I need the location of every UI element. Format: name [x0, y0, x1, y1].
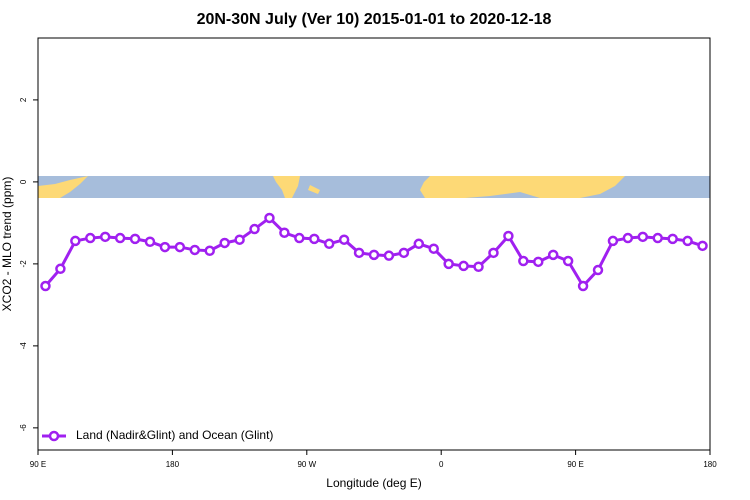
data-point — [264, 212, 275, 224]
data-point — [518, 255, 529, 267]
data-point — [488, 247, 499, 259]
y-tick-label: -2 — [19, 260, 28, 268]
data-point — [144, 236, 156, 247]
x-tick-label: 0 — [439, 460, 444, 469]
data-point — [637, 231, 649, 243]
data-point — [294, 232, 305, 244]
x-axis-label: Longitude (deg E) — [326, 476, 421, 490]
data-point — [204, 245, 215, 257]
data-point — [99, 231, 111, 243]
data-point — [667, 233, 678, 245]
data-point — [114, 232, 126, 244]
data-point — [383, 250, 395, 261]
data-point — [323, 238, 335, 250]
data-point — [40, 280, 51, 292]
data-point — [398, 247, 410, 259]
y-tick-label: -6 — [19, 424, 28, 432]
data-point — [85, 232, 96, 244]
x-tick-label: 90 E — [567, 460, 583, 469]
data-point — [652, 232, 663, 244]
data-point — [533, 256, 544, 268]
plot-frame — [37, 37, 711, 451]
data-point — [174, 241, 186, 253]
data-point — [443, 258, 454, 270]
x-tick-label: 180 — [703, 460, 717, 469]
data-point — [547, 249, 559, 261]
data-point — [622, 232, 634, 244]
data-point — [129, 233, 141, 245]
data-point — [55, 263, 66, 275]
data-point — [473, 261, 484, 273]
data-point — [249, 223, 260, 235]
data-point — [309, 233, 320, 245]
data-point — [607, 235, 619, 247]
data-point — [219, 237, 230, 249]
data-point — [682, 235, 693, 247]
data-point — [503, 230, 514, 242]
data-point — [562, 255, 574, 267]
x-tick-label: 90 W — [297, 460, 316, 469]
data-point — [70, 235, 81, 247]
x-tick-label: 90 E — [30, 460, 46, 469]
data-point — [592, 264, 604, 276]
data-point — [577, 280, 589, 292]
data-point — [697, 240, 708, 252]
data-point — [353, 247, 365, 259]
x-tick-label: 180 — [166, 460, 180, 469]
y-axis-label: XCO2 - MLO trend (ppm) — [0, 177, 14, 312]
data-point — [338, 234, 350, 245]
legend-label: Land (Nadir&Glint) and Ocean (Glint) — [76, 428, 273, 442]
data-point — [413, 238, 425, 250]
data-point — [189, 244, 201, 256]
data-point — [234, 234, 245, 245]
y-tick-label: -4 — [19, 342, 28, 350]
y-tick-label: 2 — [19, 97, 28, 102]
legend-marker — [48, 430, 60, 442]
y-tick-label: 0 — [19, 179, 28, 184]
data-point — [368, 249, 380, 261]
map-band — [38, 176, 710, 198]
data-point — [458, 260, 469, 272]
data-point — [428, 243, 439, 254]
data-point — [159, 241, 171, 253]
chart-title: 20N-30N July (Ver 10) 2015-01-01 to 2020… — [197, 11, 552, 28]
data-point — [279, 227, 290, 238]
